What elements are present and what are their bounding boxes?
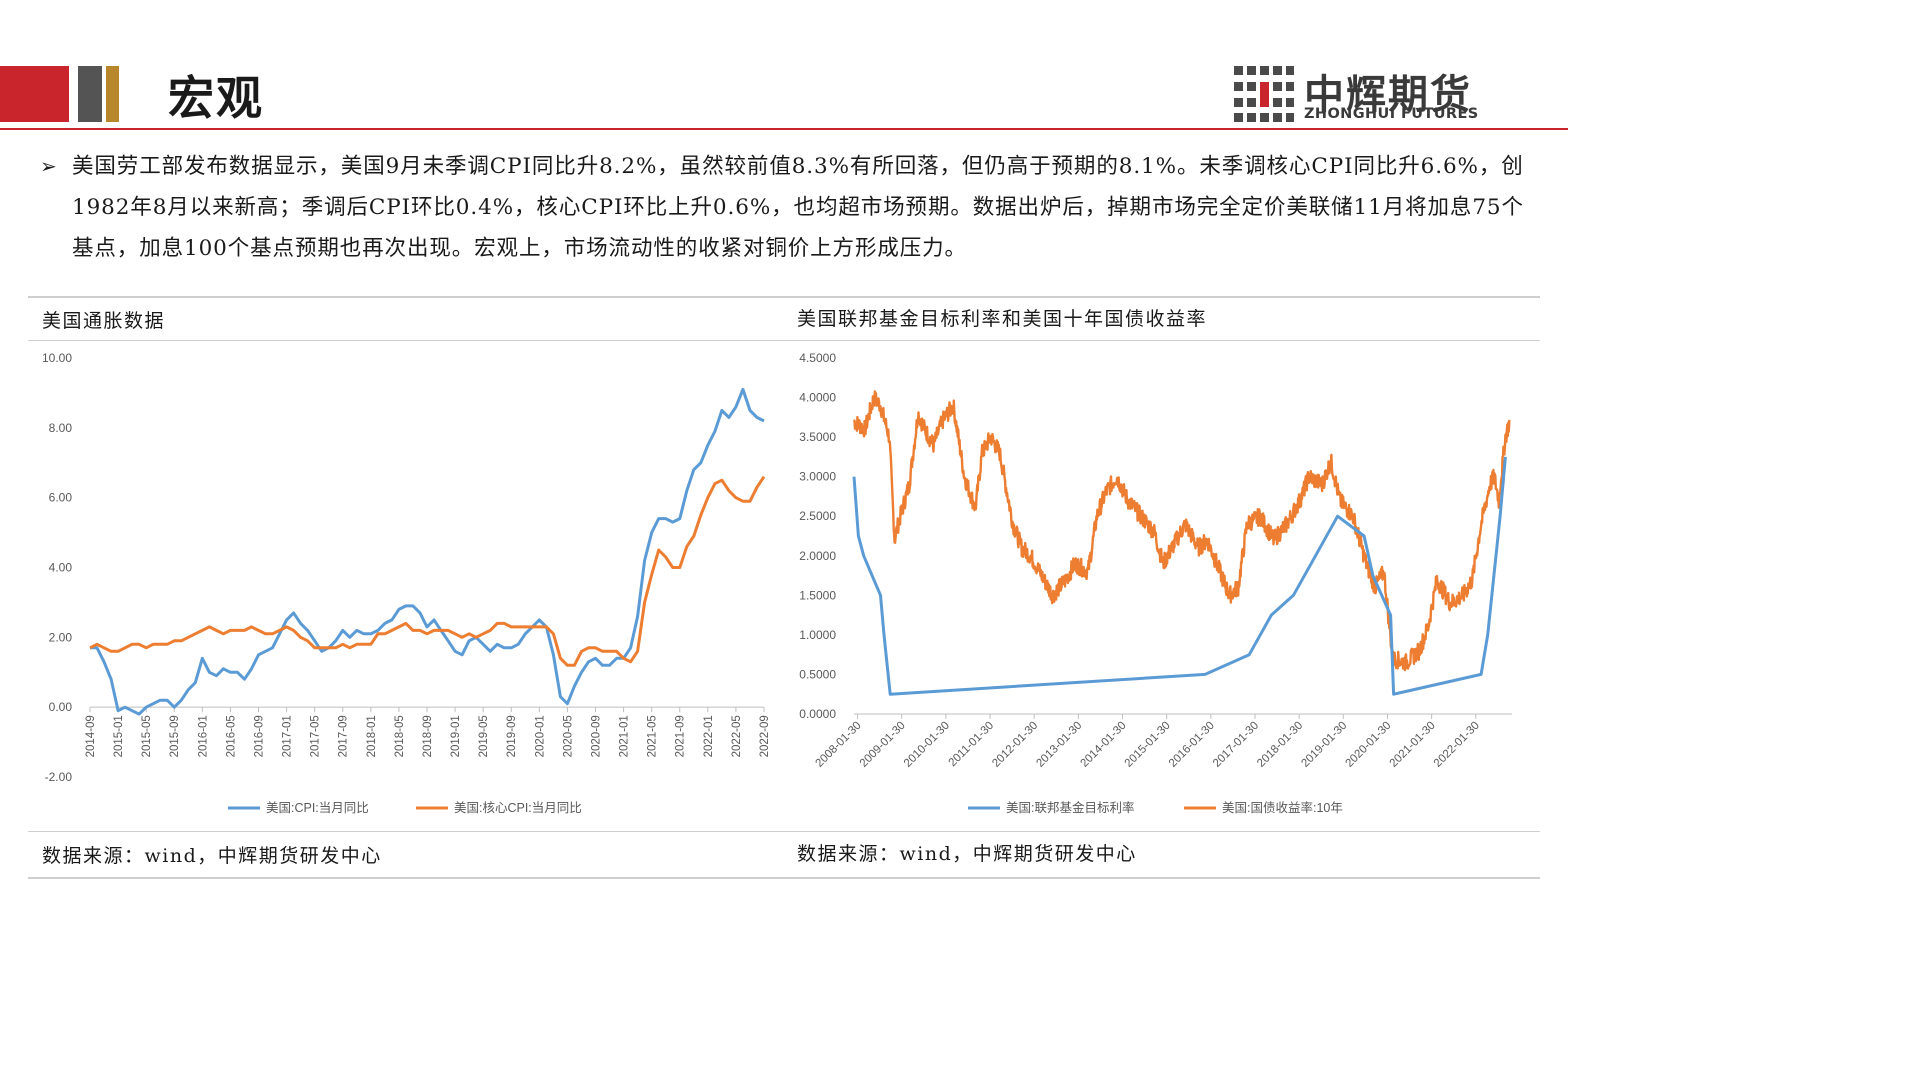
x-tick-label: 2022-01 — [703, 715, 715, 757]
x-tick-label: 2020-01-30 — [1344, 720, 1394, 770]
x-tick-label: 2015-01 — [113, 715, 125, 757]
y-tick-label: 4.5000 — [799, 351, 836, 365]
header-accent-red — [0, 66, 69, 122]
company-logo: 中辉期货 ZHONGHUI FUTURES — [1234, 66, 1504, 126]
y-tick-label: 1.0000 — [799, 628, 836, 642]
y-tick-label: 3.5000 — [799, 430, 836, 444]
logo-grid-icon — [1234, 66, 1294, 122]
y-tick-label: 6.00 — [49, 491, 73, 505]
x-tick-label: 2016-01 — [197, 715, 209, 757]
x-tick-label: 2020-01 — [534, 715, 546, 757]
x-tick-label: 2014-01-30 — [1079, 720, 1129, 770]
x-tick-label: 2018-01-30 — [1255, 720, 1305, 770]
left-panel-title: 美国通胀数据 — [42, 310, 166, 332]
header-accent-gray — [78, 66, 102, 122]
x-tick-label: 2011-01-30 — [947, 720, 996, 769]
x-tick-label: 2017-09 — [338, 715, 350, 757]
x-tick-label: 2012-01-30 — [990, 720, 1040, 770]
x-tick-label: 2018-09 — [422, 715, 434, 757]
y-tick-label: 0.00 — [49, 700, 73, 714]
y-tick-label: 0.0000 — [799, 707, 836, 721]
panel-title-divider — [28, 340, 1540, 341]
summary-text: 美国劳工部发布数据显示，美国9月未季调CPI同比升8.2%，虽然较前值8.3%有… — [72, 154, 1524, 261]
rates-line-chart: 4.5000 4.0000 3.5000 3.0000 2.5000 2.0000 1.50… — [799, 351, 1512, 815]
source-top-divider — [28, 831, 1540, 832]
x-tick-label: 2015-09 — [169, 715, 181, 757]
y-tick-label: 2.5000 — [799, 509, 836, 523]
x-tick-label: 2022-09 — [759, 715, 771, 757]
source-bottom-divider — [28, 877, 1540, 879]
legend-label: 美国:核心CPI:当月同比 — [454, 801, 582, 815]
x-tick-label: 2022-05 — [731, 715, 743, 757]
right-panel-title: 美国联邦基金目标利率和美国十年国债收益率 — [797, 308, 1208, 330]
bullet-arrow-icon: ➢ — [40, 154, 58, 178]
x-tick-label: 2009-01-30 — [858, 720, 908, 770]
y-tick-label: 0.5000 — [799, 667, 836, 681]
x-tick-label: 2016-05 — [225, 715, 237, 757]
y-tick-label: 4.0000 — [799, 391, 836, 405]
x-tick-label: 2018-01 — [366, 715, 378, 757]
x-tick-label: 2018-05 — [394, 715, 406, 757]
y-tick-label: 2.00 — [49, 630, 73, 644]
x-tick-label: 2020-09 — [591, 715, 603, 757]
x-tick-label: 2021-09 — [675, 715, 687, 757]
core-cpi-series-line — [89, 475, 766, 667]
x-tick-label: 2010-01-30 — [902, 720, 952, 770]
x-tick-label: 2014-09 — [85, 715, 97, 757]
x-tick-label: 2020-05 — [562, 715, 574, 757]
x-tick-label: 2019-01-30 — [1299, 720, 1349, 770]
logo-text-en: ZHONGHUI FUTURES — [1304, 106, 1479, 122]
summary-paragraph: ➢ 美国劳工部发布数据显示，美国9月未季调CPI同比升8.2%，虽然较前值8.3… — [40, 146, 1530, 269]
x-tick-label: 2013-01-30 — [1034, 720, 1084, 770]
right-data-source: 数据来源：wind，中辉期货研发中心 — [797, 843, 1137, 865]
x-tick-label: 2021-05 — [647, 715, 659, 757]
y-tick-label: 10.00 — [42, 351, 72, 365]
x-tick-label: 2022-01-30 — [1432, 720, 1482, 770]
x-tick-label: 2016-09 — [254, 715, 266, 757]
legend-label: 美国:CPI:当月同比 — [266, 801, 369, 815]
left-data-source: 数据来源：wind，中辉期货研发中心 — [42, 845, 382, 867]
legend-label: 美国:国债收益率:10年 — [1222, 800, 1343, 815]
page-title: 宏观 — [168, 71, 264, 125]
logo-text-cn: 中辉期货 — [1304, 72, 1472, 118]
y-tick-label: 3.0000 — [799, 470, 836, 484]
x-tick-label: 2017-01-30 — [1211, 720, 1261, 770]
header-divider — [0, 128, 1568, 130]
cpi-series-line — [90, 387, 765, 716]
legend-label: 美国:联邦基金目标利率 — [1006, 800, 1134, 815]
treasury-yield-series-line — [852, 390, 1511, 672]
y-tick-label: -2.00 — [45, 770, 73, 784]
panel-top-divider — [28, 296, 1540, 298]
y-tick-label: 4.00 — [49, 561, 73, 575]
x-tick-label: 2015-05 — [141, 715, 153, 757]
x-tick-label: 2019-09 — [506, 715, 518, 757]
x-tick-label: 2021-01-30 — [1388, 720, 1438, 770]
x-tick-label: 2015-01-30 — [1123, 720, 1173, 770]
y-tick-label: 2.0000 — [799, 549, 836, 563]
x-tick-label: 2019-05 — [478, 715, 490, 757]
header-accent-gold — [106, 66, 119, 122]
y-tick-label: 1.5000 — [799, 588, 836, 602]
x-tick-label: 2021-01 — [619, 715, 631, 757]
x-tick-label: 2016-01-30 — [1167, 720, 1217, 770]
inflation-line-chart: 10.00 8.00 6.00 4.00 2.00 0.00 -2.00 2014-09 201… — [42, 351, 771, 815]
x-tick-label: 2008-01-30 — [814, 720, 864, 770]
fed-funds-series-line — [852, 456, 1507, 696]
x-tick-label: 2017-05 — [310, 715, 322, 757]
x-tick-label: 2017-01 — [282, 715, 294, 757]
y-tick-label: 8.00 — [49, 421, 73, 435]
x-tick-label: 2019-01 — [450, 715, 462, 757]
